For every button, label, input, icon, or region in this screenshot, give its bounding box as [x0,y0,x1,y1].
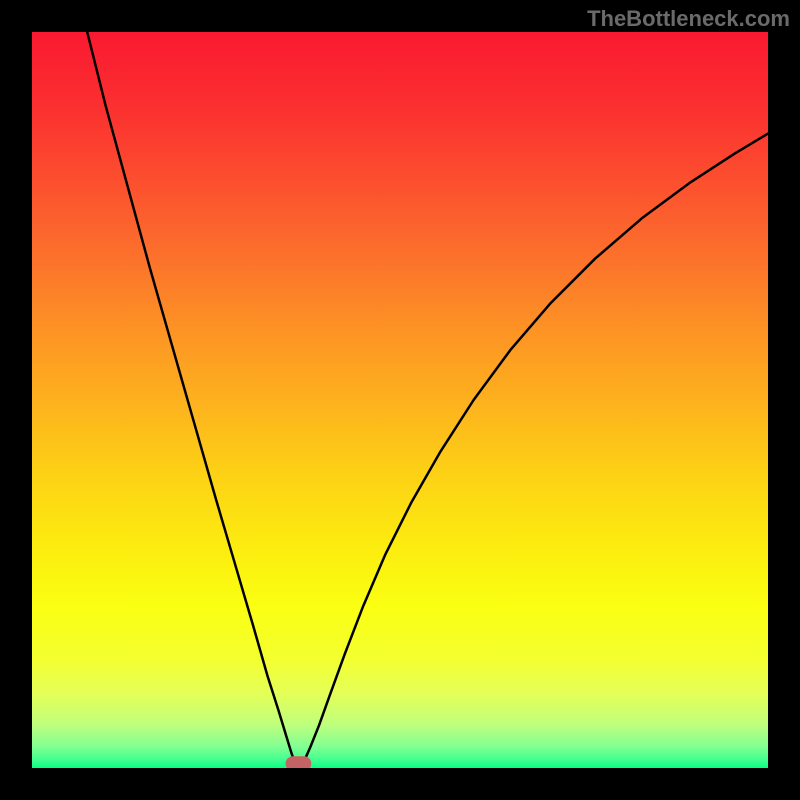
plot-area [32,32,768,768]
chart-svg [32,32,768,768]
chart-container: TheBottleneck.com [0,0,800,800]
optimal-point-marker [286,756,312,768]
chart-background [32,32,768,768]
watermark-text: TheBottleneck.com [587,6,790,32]
